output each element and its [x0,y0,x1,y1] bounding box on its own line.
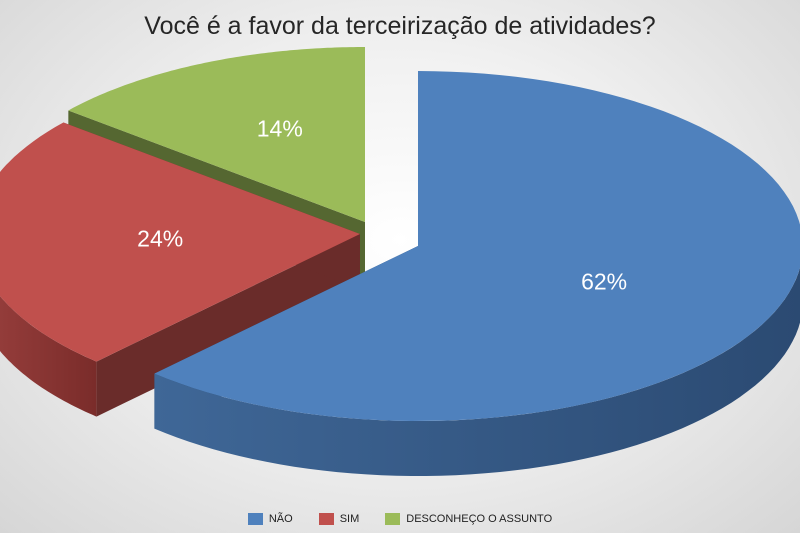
legend-label-desconheco: DESCONHEÇO O ASSUNTO [406,513,553,525]
chart-title: Você é a favor da terceirização de ativi… [144,12,656,40]
legend-label-sim: SIM [339,513,360,525]
slice-sim-outer-wall [0,296,97,417]
legend-item-sim: SIM [318,513,360,525]
slice-desconheco-value-label: 14% [257,115,303,141]
slice-nao-value-label: 62% [581,268,627,294]
slice-desconheco-top [68,47,366,222]
legend-label-nao: NÃO [268,513,293,525]
legend-item-desconheco: DESCONHEÇO O ASSUNTO [385,513,552,525]
legend-swatch-desconheco [385,513,401,525]
legend: NÃO SIM DESCONHEÇO O ASSUNTO [0,513,800,525]
legend-item-nao: NÃO [247,513,293,525]
slice-nao-outer-wall [154,267,800,476]
slice-sim-top [0,122,360,362]
legend-swatch-nao [247,513,263,525]
legend-swatch-sim [318,513,334,525]
pie-slice-sim: 24% [0,122,360,417]
pie-slice-nao: 62% [154,71,800,476]
slice-sim-value-label: 24% [137,225,183,251]
slice-nao-top [154,71,800,421]
